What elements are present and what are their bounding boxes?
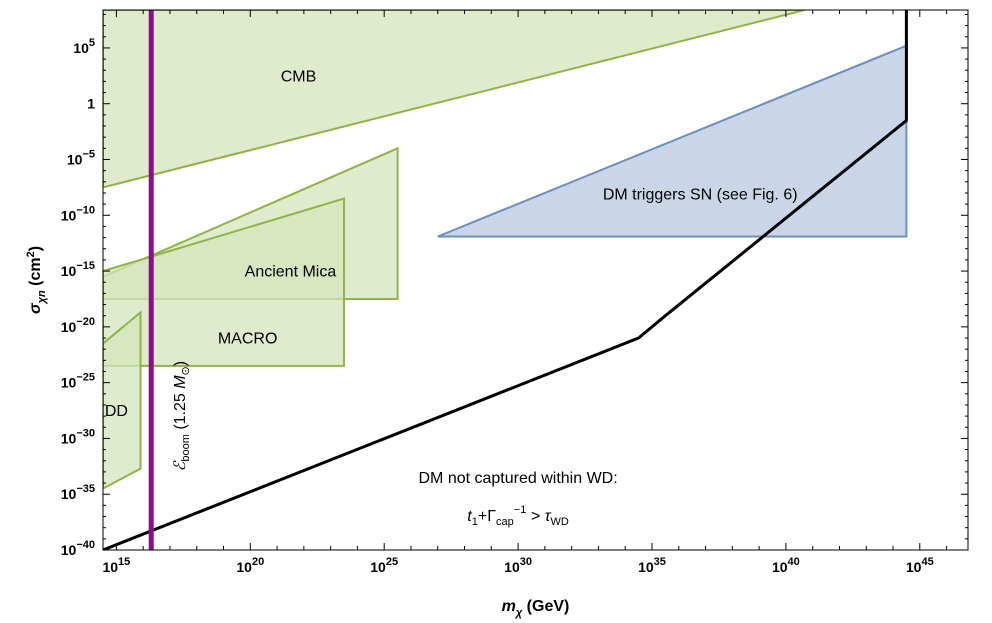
label-dm-triggers-sn: DM triggers SN (see Fig. 6) — [603, 187, 798, 204]
y-tick-label: 10−20 — [61, 316, 95, 335]
x-tick-label: 1040 — [772, 556, 800, 575]
label-macro: MACRO — [218, 331, 278, 348]
label-cmb: CMB — [281, 68, 317, 85]
region-layer — [103, 10, 908, 490]
y-tick-label: 105 — [73, 37, 95, 56]
region-dd — [103, 310, 142, 490]
plot-frame — [102, 9, 969, 551]
x-tick-label: 1015 — [102, 556, 130, 575]
y-axis-title: σχn (cm2) — [25, 246, 48, 314]
uncaptured-annotation-line2: t1+Γcap−1 > τWD — [467, 504, 569, 528]
line-layer — [103, 10, 908, 550]
y-tick-label: 10−35 — [61, 483, 95, 502]
region-macro — [103, 197, 345, 367]
label-ancient-mica: Ancient Mica — [245, 264, 337, 281]
y-axis-ticks: 105 1 10−5 10−10 10−15 10−20 10−25 10−30 10−35 10… — [61, 13, 968, 558]
y-tick-label: 10−25 — [61, 372, 95, 391]
y-tick-label: 10−40 — [61, 539, 95, 558]
x-axis-title: mχ (GeV) — [502, 598, 570, 619]
y-tick-label: 10−5 — [67, 149, 95, 168]
y-tick-label: 10−15 — [61, 260, 95, 279]
region-dm-triggers-sn — [437, 44, 908, 238]
x-tick-label: 1025 — [370, 556, 398, 575]
y-tick-label: 10−10 — [61, 204, 95, 223]
x-tick-label: 1035 — [638, 556, 666, 575]
x-axis-ticks: 1015 1020 1025 1030 1035 1040 1045 — [102, 10, 948, 575]
region-labels: CMB Ancient Mica MACRO DD DM triggers SN (se… — [105, 68, 798, 420]
x-tick-label: 1030 — [504, 556, 532, 575]
capture-boundary-line — [103, 10, 908, 550]
x-tick-label: 1045 — [906, 556, 934, 575]
uncaptured-annotation-line1: DM not captured within WD: — [418, 470, 617, 487]
eboom-annotation: ℰboom (1.25 M⊙) — [172, 361, 192, 471]
x-tick-label: 1020 — [236, 556, 264, 575]
y-tick-label: 1 — [87, 96, 95, 112]
label-dd: DD — [105, 403, 128, 420]
y-tick-label: 10−30 — [61, 427, 95, 446]
region-cmb — [103, 10, 805, 189]
